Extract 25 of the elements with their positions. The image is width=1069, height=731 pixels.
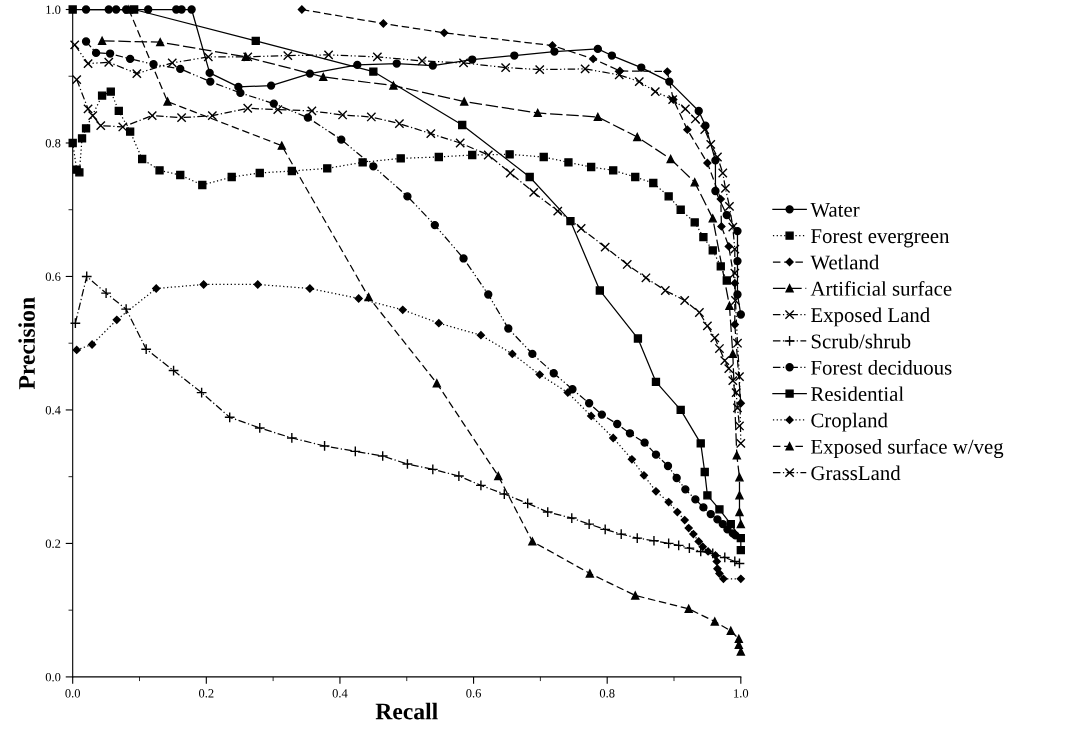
legend-label: Wetland	[810, 254, 880, 270]
legend-label: GrassLand	[811, 465, 901, 481]
legend-label: Residential	[811, 386, 904, 402]
x-tick-label: 1.0	[734, 689, 749, 698]
legend-label: Scrub/shrub	[811, 333, 911, 349]
y-tick-label: 1.0	[46, 5, 61, 15]
legend-label: Artificial surface	[810, 280, 952, 296]
legend-label: Exposed surface w/veg	[811, 438, 1004, 459]
legend-label: Forest evergreen	[811, 229, 950, 248]
y-tick-label: 0.0	[45, 672, 61, 682]
y-tick-label: 0.4	[45, 405, 61, 415]
x-tick-label: 0.0	[65, 689, 81, 698]
legend-label: Cropland	[811, 412, 888, 432]
x-tick-label: 0.6	[466, 689, 482, 698]
y-tick-label: 0.6	[45, 272, 61, 281]
y-tick-label: 0.2	[45, 539, 61, 548]
y-tick-label: 0.8	[45, 139, 61, 148]
x-tick-label: 0.4	[332, 689, 348, 698]
x-tick-label: 0.8	[599, 689, 615, 698]
y-axis-title: Precision	[18, 297, 35, 390]
x-tick-label: 0.2	[198, 689, 214, 698]
x-axis-title: Recall	[375, 702, 438, 720]
legend-label: Water	[810, 202, 860, 217]
legend-label: Forest deciduous	[811, 360, 952, 375]
legend-label: Exposed Land	[811, 307, 930, 327]
